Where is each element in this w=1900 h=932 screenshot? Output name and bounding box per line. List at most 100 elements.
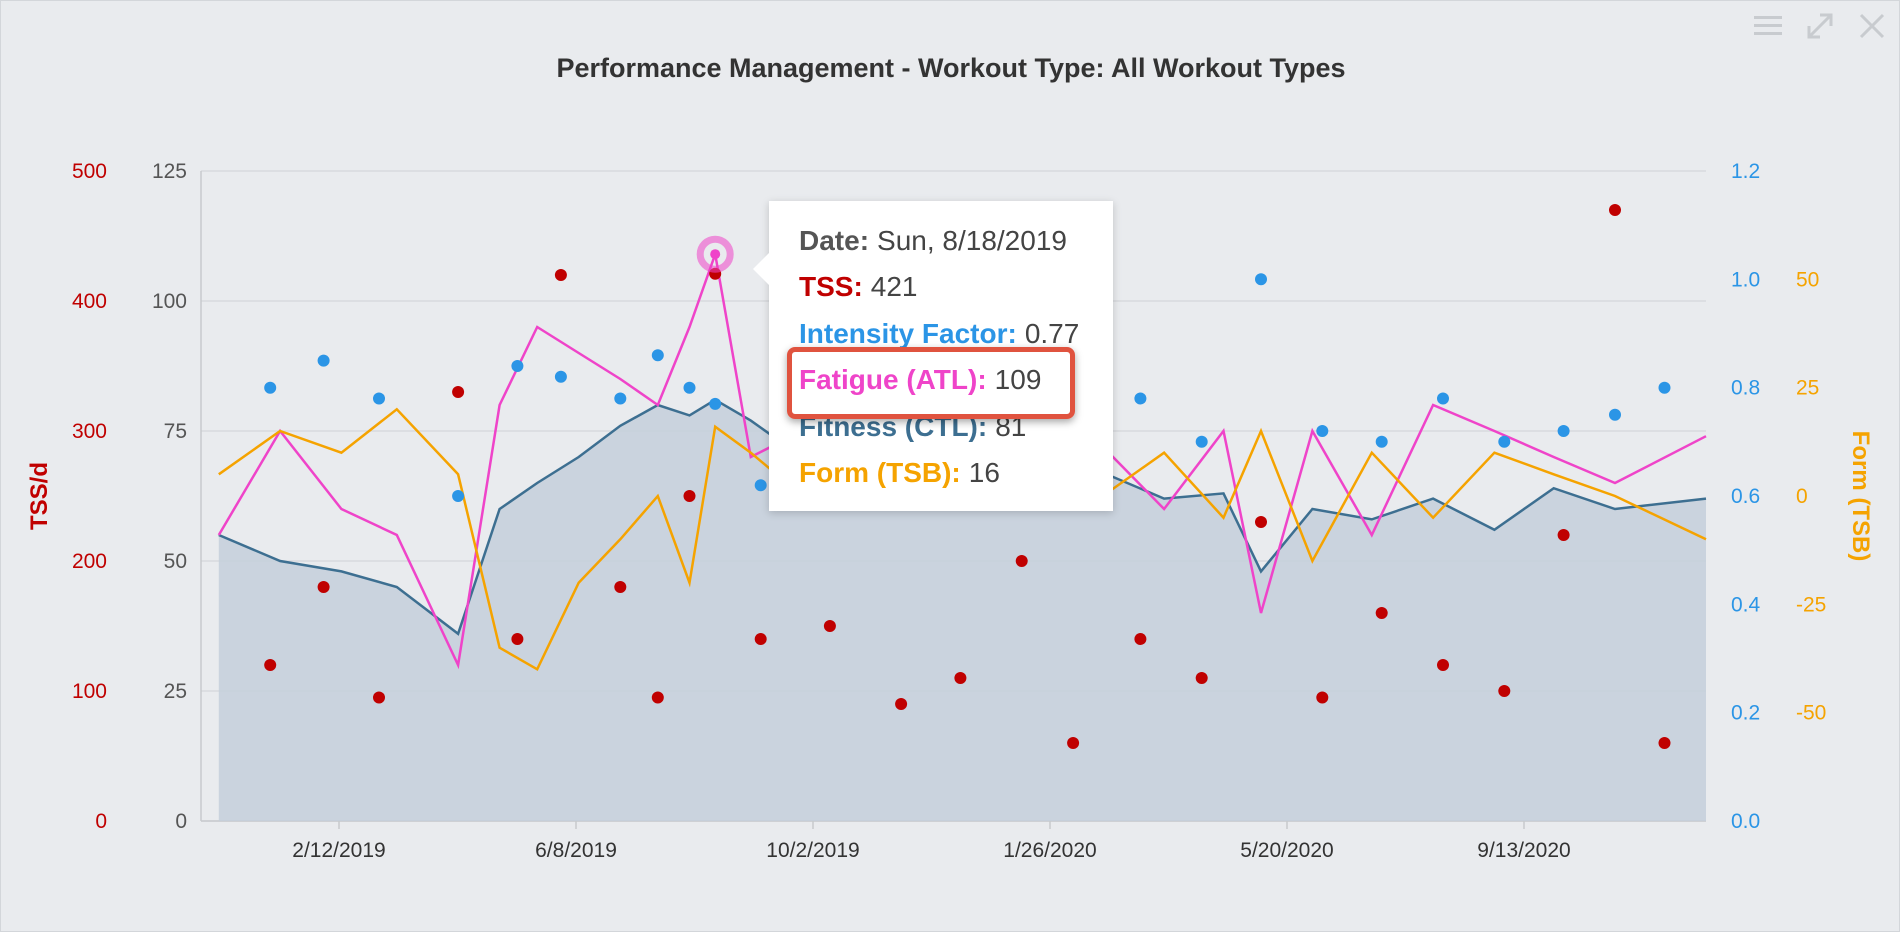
intensity-factor-point bbox=[614, 392, 627, 405]
tss-axis-tick-label: 500 bbox=[72, 160, 107, 183]
tss-point bbox=[754, 633, 767, 645]
tss-point bbox=[1375, 607, 1388, 619]
tss-point bbox=[554, 269, 567, 281]
highlight-marker-center bbox=[710, 249, 721, 260]
ctl-atl-axis-tick-label: 0 bbox=[175, 810, 187, 833]
tss-point bbox=[823, 620, 836, 632]
if-axis-tick-label: 1.2 bbox=[1731, 160, 1760, 183]
intensity-factor-point bbox=[651, 349, 664, 362]
tsb-axis-tick-label: 25 bbox=[1796, 377, 1819, 400]
chart-title: Performance Management - Workout Type: A… bbox=[556, 53, 1346, 83]
tooltip-date-row: Date: Sun, 8/18/2019 bbox=[799, 225, 1067, 257]
tooltip-tsb-value: 16 bbox=[968, 457, 1000, 488]
tss-point bbox=[1067, 737, 1080, 749]
intensity-factor-point bbox=[1316, 425, 1329, 437]
tss-point bbox=[895, 698, 908, 710]
if-axis-tick-label: 0.4 bbox=[1731, 593, 1761, 616]
intensity-factor-point bbox=[1437, 392, 1449, 405]
intensity-factor-point bbox=[709, 397, 722, 410]
intensity-factor-point bbox=[1609, 408, 1621, 421]
tooltip-arrow bbox=[753, 253, 769, 285]
tooltip-date-label: Date: bbox=[799, 225, 870, 256]
x-axis-tick-label: 6/8/2019 bbox=[535, 839, 617, 862]
if-axis-tick-label: 0.8 bbox=[1731, 377, 1760, 400]
x-axis-tick-label: 1/26/2020 bbox=[1003, 839, 1096, 862]
highlight-marker bbox=[696, 235, 734, 273]
tss-axis-tick-label: 400 bbox=[72, 290, 107, 313]
tss-axis-tick-label: 200 bbox=[72, 550, 107, 573]
data-tooltip: Date: Sun, 8/18/2019 TSS: 421 Intensity Fa… bbox=[753, 201, 1113, 511]
tss-point bbox=[1658, 737, 1671, 749]
x-axis-tick-label: 5/20/2020 bbox=[1240, 839, 1333, 862]
tss-axis-tick-label: 300 bbox=[72, 420, 107, 443]
tooltip-tss-row: TSS: 421 bbox=[799, 271, 918, 303]
intensity-factor-point bbox=[1195, 435, 1208, 448]
atl-highlight-box bbox=[787, 347, 1075, 419]
intensity-factor-point bbox=[452, 490, 465, 502]
tss-point bbox=[1316, 691, 1329, 704]
tss-point bbox=[614, 581, 627, 593]
tooltip-tss-label: TSS: bbox=[799, 271, 863, 302]
intensity-factor-point bbox=[1134, 392, 1147, 405]
intensity-factor-point bbox=[264, 381, 277, 394]
intensity-factor-point bbox=[1658, 381, 1671, 394]
tss-point bbox=[1195, 672, 1208, 684]
tooltip-tss-value: 421 bbox=[870, 271, 918, 302]
if-axis-tick-label: 1.0 bbox=[1731, 268, 1760, 291]
intensity-factor-point bbox=[1375, 435, 1388, 448]
intensity-factor-point bbox=[1498, 435, 1511, 448]
tss-point bbox=[683, 490, 696, 502]
tooltip-tsb-row: Form (TSB): 16 bbox=[799, 457, 1000, 489]
tsb-axis-tick-label: -50 bbox=[1796, 702, 1826, 725]
tss-point bbox=[1134, 633, 1147, 645]
close-icon[interactable] bbox=[1855, 9, 1889, 43]
tss-axis-tick-label: 0 bbox=[95, 810, 107, 833]
tooltip-atl-value: 109 bbox=[994, 364, 1042, 395]
if-axis-tick-label: 0.6 bbox=[1731, 485, 1760, 508]
tss-axis-tick-label: 100 bbox=[72, 680, 107, 703]
x-axis-tick-label: 9/13/2020 bbox=[1477, 839, 1570, 862]
tsb-axis-tick-label: 0 bbox=[1796, 485, 1808, 508]
tooltip-if-row: Intensity Factor: 0.77 bbox=[799, 318, 1079, 350]
menu-icon[interactable] bbox=[1751, 9, 1785, 43]
ctl-atl-axis-tick-label: 25 bbox=[164, 680, 187, 703]
tss-point bbox=[1557, 529, 1570, 541]
tss-point bbox=[511, 633, 524, 645]
ctl-atl-axis-tick-label: 75 bbox=[164, 420, 187, 443]
tss-point bbox=[651, 691, 664, 704]
tss-point bbox=[1609, 204, 1621, 216]
tsb-axis-tick-label: -25 bbox=[1796, 593, 1826, 616]
tooltip-date-value: Sun, 8/18/2019 bbox=[877, 225, 1067, 256]
tsb-axis-title: Form (TSB) bbox=[1847, 431, 1874, 562]
tooltip-if-label: Intensity Factor: bbox=[799, 318, 1017, 349]
tss-point bbox=[452, 386, 465, 398]
intensity-factor-point bbox=[511, 360, 524, 372]
panel-toolbar bbox=[1751, 9, 1889, 43]
intensity-factor-point bbox=[683, 381, 696, 394]
intensity-factor-point bbox=[317, 354, 330, 367]
ctl-atl-axis-tick-label: 125 bbox=[152, 160, 187, 183]
intensity-factor-point bbox=[554, 370, 567, 383]
tss-axis-title: TSS/d bbox=[26, 462, 53, 530]
intensity-factor-point bbox=[1255, 273, 1267, 286]
tss-point bbox=[317, 581, 330, 593]
tss-point bbox=[264, 659, 277, 671]
x-axis-tick-label: 10/2/2019 bbox=[766, 839, 859, 862]
tss-point bbox=[1498, 685, 1511, 697]
if-axis-tick-label: 0.2 bbox=[1731, 702, 1760, 725]
tss-point bbox=[1015, 555, 1028, 567]
tss-point bbox=[954, 672, 967, 684]
tss-point bbox=[1437, 659, 1449, 671]
tooltip-atl-row: Fatigue (ATL): 109 bbox=[799, 364, 1041, 396]
intensity-factor-point bbox=[373, 392, 385, 405]
tss-point bbox=[373, 691, 385, 704]
x-axis-tick-label: 2/12/2019 bbox=[292, 839, 385, 862]
intensity-factor-point bbox=[754, 479, 767, 492]
expand-icon[interactable] bbox=[1803, 9, 1837, 43]
fitness-ctl-area bbox=[218, 399, 1706, 821]
intensity-factor-point bbox=[1557, 425, 1570, 437]
ctl-atl-axis-tick-label: 100 bbox=[152, 290, 187, 313]
tss-point bbox=[1255, 516, 1267, 528]
ctl-atl-axis-tick-label: 50 bbox=[164, 550, 187, 573]
